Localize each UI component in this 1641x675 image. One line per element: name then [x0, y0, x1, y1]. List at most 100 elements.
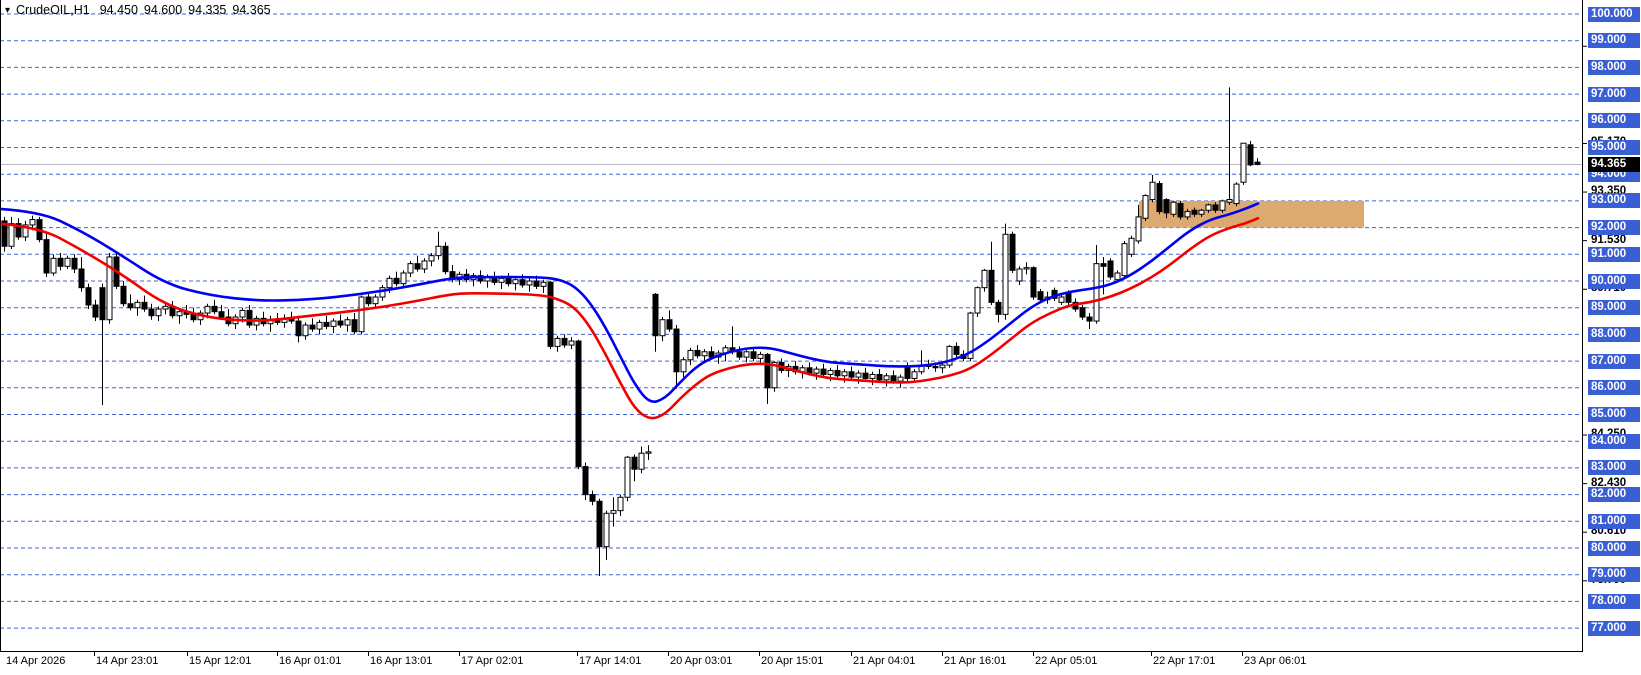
time-label: 20 Apr 15:01 — [761, 655, 824, 667]
candle-bull — [22, 224, 29, 238]
candle-bear — [295, 320, 302, 337]
candle-bull — [29, 219, 36, 226]
candle-bear — [1079, 307, 1086, 318]
price-label: 83.000 — [1588, 460, 1640, 476]
price-label: 85.000 — [1588, 407, 1640, 422]
candle-bull — [1226, 199, 1233, 203]
candle-bear — [862, 372, 869, 379]
candle-bull — [1128, 237, 1135, 255]
time-label: 22 Apr 17:01 — [1153, 655, 1216, 667]
price-label: 100.000 — [1588, 6, 1640, 22]
candle-bull — [134, 301, 141, 309]
candle-bear — [995, 301, 1002, 315]
time-label: 20 Apr 03:01 — [670, 655, 733, 667]
candle-bear — [99, 287, 106, 321]
candle-bull — [1023, 267, 1030, 270]
candle-bear — [694, 349, 701, 357]
candle-bull — [1002, 233, 1009, 315]
time-label: 23 Apr 06:01 — [1244, 655, 1307, 667]
candle-bull — [743, 351, 750, 358]
price-label: 97.000 — [1588, 86, 1640, 102]
candle-bear — [365, 296, 372, 305]
candle-bear — [932, 365, 939, 369]
price-label: 92.000 — [1588, 220, 1640, 236]
price-label: 80.000 — [1588, 540, 1640, 556]
candle-bear — [1212, 204, 1219, 211]
time-axis[interactable]: 14 Apr 2026 14 Apr 23:01 15 Apr 12:01 16 Ap… — [0, 652, 1641, 675]
candle-bull — [911, 371, 918, 379]
candle-bear — [78, 268, 85, 289]
candle-bear — [904, 365, 911, 379]
chart-title: ▾ CrudeOIL,H1 94.450 94.600 94.335 94.36… — [5, 3, 277, 17]
candle-bear — [1065, 292, 1072, 303]
candle-bear — [141, 301, 148, 310]
candle-bull — [316, 321, 323, 330]
candle-bear — [92, 304, 99, 318]
ma-line-red — [0, 216, 1260, 420]
price-label: 81.000 — [1588, 513, 1640, 529]
candle-bull — [813, 368, 820, 374]
candle-bull — [204, 305, 211, 314]
price-axis[interactable]: 98.81095.17093.35091.53089.71084.25082.4… — [1583, 0, 1641, 651]
price-label: 91.000 — [1588, 246, 1640, 262]
price-label: 79.000 — [1588, 567, 1640, 583]
candle-bear — [890, 375, 897, 382]
candle-bull — [603, 512, 610, 548]
chart-menu-arrow-icon[interactable]: ▾ — [5, 4, 11, 16]
candle-bear — [120, 285, 127, 305]
candle-bull — [540, 281, 547, 287]
candle-bear — [43, 239, 50, 274]
candle-bull — [155, 308, 162, 317]
candle-bull — [176, 311, 183, 317]
candle-bear — [1163, 199, 1170, 214]
candle-bull — [435, 245, 442, 257]
candle-bear — [764, 353, 771, 389]
candle-bull — [407, 263, 414, 274]
candle-bear — [1156, 183, 1163, 213]
candle-bear — [596, 500, 603, 548]
candle-bull — [645, 451, 652, 454]
candle-bull — [855, 372, 862, 378]
price-level-label: 91.530 — [1591, 233, 1627, 246]
candle-bull — [1233, 183, 1240, 205]
candle-bull — [1135, 216, 1142, 242]
candle-bear — [505, 277, 512, 285]
candle-bear — [673, 328, 680, 373]
candle-bear — [533, 280, 540, 287]
candle-bear — [652, 293, 659, 337]
price-label: 93.000 — [1588, 193, 1640, 209]
candle-bear — [127, 303, 134, 309]
candle-bull — [239, 309, 246, 318]
candle-bull — [680, 359, 687, 373]
candle-bull — [1114, 272, 1121, 281]
candle-bull — [659, 319, 666, 337]
candle-bear — [351, 319, 358, 333]
candle-bull — [1170, 201, 1177, 215]
candle-bull — [1142, 195, 1149, 219]
candle-bull — [386, 277, 393, 289]
candle-bear — [666, 319, 673, 330]
price-label: 84.000 — [1588, 433, 1640, 449]
time-label: 17 Apr 02:01 — [461, 655, 524, 667]
candle-bear — [582, 466, 589, 496]
candle-bear — [988, 269, 995, 303]
candle-bull — [827, 369, 834, 375]
candle-bull — [106, 256, 113, 321]
candle-bull — [1198, 209, 1205, 215]
candle-bull — [757, 353, 764, 359]
candle-bear — [15, 223, 22, 238]
candle-bear — [1009, 233, 1016, 271]
candle-bull — [883, 375, 890, 381]
candle-bull — [869, 373, 876, 379]
time-label: 14 Apr 23:01 — [96, 655, 159, 667]
candle-bull — [8, 223, 15, 247]
candle-bear — [750, 351, 757, 359]
price-label: 77.000 — [1588, 620, 1640, 636]
candle-bear — [442, 245, 449, 273]
ohlc-high: 94.600 — [143, 3, 183, 17]
candle-bear — [547, 281, 554, 347]
candle-bear — [1254, 161, 1261, 165]
candle-bear — [1037, 291, 1044, 301]
candle-bull — [841, 371, 848, 377]
